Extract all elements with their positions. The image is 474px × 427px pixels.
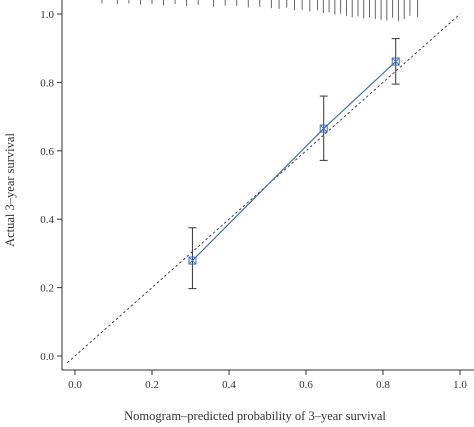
x-axis-title: Nomogram–predicted probability of 3–year… [124,409,386,423]
y-tick-label: 0.6 [40,146,54,158]
x-tick-label: 0.4 [222,379,236,391]
data-point-cross [391,57,400,66]
axes: 0.0 0.2 0.4 0.6 0.8 1.0 0.0 0.2 0.4 0.6 0.8 1.0 [40,0,474,391]
data-point [391,57,400,66]
data-point [319,124,328,133]
x-tick-label: 0.2 [145,379,159,391]
x-tick-label: 0.8 [376,379,390,391]
y-tick-label: 0.8 [40,77,54,89]
data-point-cross [188,256,197,265]
series-layer [188,38,400,290]
rug-marks [101,0,419,22]
y-tick-label: 0.4 [40,214,54,226]
x-tick-label: 1.0 [453,379,467,391]
y-tick-label: 1.0 [40,9,54,21]
data-point [188,256,197,265]
data-point-cross [319,124,328,133]
y-tick-label: 0.0 [40,351,54,363]
calibration-line [191,61,397,262]
x-tick-label: 0.0 [68,379,82,391]
y-axis-title: Actual 3–year survival [3,133,17,247]
y-tick-label: 0.2 [40,283,54,295]
x-tick-label: 0.6 [299,379,313,391]
